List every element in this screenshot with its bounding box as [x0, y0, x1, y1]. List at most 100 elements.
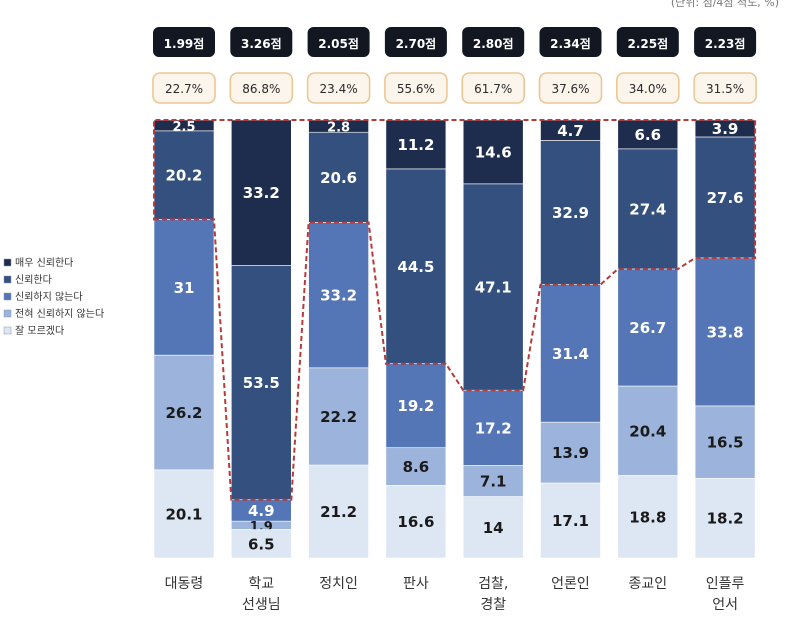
data-label: 31: [174, 279, 195, 297]
legend-swatch: [3, 292, 12, 301]
data-label: 44.5: [397, 258, 434, 276]
score-badge: [307, 27, 370, 57]
trust-total-pill: [152, 72, 216, 104]
score-label: 2.34점: [550, 36, 591, 51]
category-label: 인플루: [706, 576, 745, 592]
data-label: 18.8: [629, 508, 666, 526]
category-label: 정치인: [319, 576, 358, 592]
data-label: 21.2: [320, 503, 357, 521]
bar-segment: [231, 265, 292, 501]
bar-segment: [540, 421, 601, 484]
score-badge: [462, 27, 525, 57]
bar-segment: [153, 469, 215, 559]
data-label: 33.2: [320, 287, 357, 305]
trust-total-pill: [615, 72, 680, 104]
data-label: 17.1: [552, 512, 589, 530]
bar-segment: [231, 529, 292, 559]
data-label: 22.2: [320, 408, 357, 426]
bar-segment: [694, 136, 756, 259]
legend-swatch: [3, 309, 12, 318]
legend-label: 신뢰하지 않는다: [15, 290, 83, 303]
highlight-outline: [153, 119, 757, 501]
bar-segment: [462, 183, 524, 391]
bar-segment: [462, 389, 524, 466]
data-label: 4.7: [557, 122, 584, 140]
data-label: 13.9: [552, 444, 589, 462]
data-label: 6.6: [635, 126, 662, 144]
trust-total-pill: [538, 72, 603, 104]
data-label: 11.2: [397, 136, 434, 154]
bar-segment: [540, 482, 601, 559]
trust-total-pill: [461, 72, 526, 104]
data-label: 27.4: [629, 201, 666, 219]
trust-total-pill: [384, 72, 448, 104]
trust-total-label: 23.4%: [320, 82, 358, 96]
bar-segment: [617, 475, 679, 559]
bar-segment: [385, 363, 447, 449]
category-label: 대동령: [165, 576, 204, 592]
score-badge: [153, 27, 215, 57]
data-label: 14: [483, 519, 504, 537]
legend-label: 신뢰한다: [15, 274, 52, 286]
score-badge: [616, 27, 679, 57]
bar-segment: [462, 119, 524, 185]
data-label: 20.1: [165, 505, 202, 523]
category-label: 선생님: [242, 597, 281, 613]
trust-total-pill: [306, 72, 371, 104]
legend-label: 매우 신뢰한다: [15, 257, 73, 269]
trust-total-pill: [693, 72, 757, 104]
data-label: 47.1: [475, 279, 512, 297]
trust-total-label: 86.8%: [242, 82, 280, 96]
bar-segment: [153, 130, 215, 220]
data-label: 31.4: [552, 345, 589, 363]
category-label: 언서: [712, 597, 738, 613]
trust-total-label: 22.7%: [165, 82, 203, 96]
score-label: 3.26점: [241, 36, 282, 51]
score-label: 2.70점: [396, 36, 437, 51]
legend-swatch: [3, 326, 12, 335]
data-label: 27.6: [707, 189, 744, 207]
data-label: 4.9: [248, 502, 275, 520]
score-label: 2.05점: [318, 36, 359, 51]
bar-segment: [385, 119, 447, 170]
score-badge: [694, 27, 757, 57]
score-label: 2.25점: [627, 36, 668, 51]
legend-label: 잘 모르겠다: [15, 325, 64, 337]
bar-segment: [617, 268, 679, 387]
data-label: 32.9: [552, 204, 589, 222]
bar-segment: [385, 447, 447, 486]
data-label: 19.2: [397, 397, 434, 415]
data-label: 33.2: [243, 184, 280, 202]
trust-total-label: 61.7%: [474, 82, 512, 96]
bar-segment: [385, 485, 447, 559]
data-label: 20.6: [320, 169, 357, 187]
category-label: 경찰: [480, 597, 506, 613]
legend-label: 전혀 신뢰하지 않는다: [15, 307, 104, 320]
category-label: 검찰,: [478, 576, 508, 592]
score-badge: [539, 27, 602, 57]
trust-total-label: 34.0%: [629, 82, 667, 96]
data-label: 26.2: [165, 404, 202, 422]
data-label: 14.6: [475, 143, 512, 161]
score-badge: [384, 27, 447, 57]
bar-segment: [694, 477, 756, 559]
data-label: 6.5: [248, 535, 275, 553]
category-label: 언론인: [551, 576, 590, 592]
data-label: 17.2: [475, 419, 512, 437]
trust-total-label: 37.6%: [551, 82, 589, 96]
trust-total-label: 55.6%: [397, 82, 435, 96]
bar-segment: [308, 222, 369, 369]
bar-segment: [153, 354, 215, 471]
bar-segment: [308, 131, 369, 223]
data-label: 33.8: [707, 323, 744, 341]
score-label: 2.23점: [705, 36, 746, 51]
data-label: 16.6: [397, 513, 434, 531]
bar-segment: [540, 284, 601, 423]
bar-segment: [462, 496, 524, 559]
data-label: 8.6: [403, 458, 430, 476]
data-label: 26.7: [629, 319, 666, 337]
bar-segment: [617, 148, 679, 270]
data-label: 20.4: [629, 422, 666, 440]
